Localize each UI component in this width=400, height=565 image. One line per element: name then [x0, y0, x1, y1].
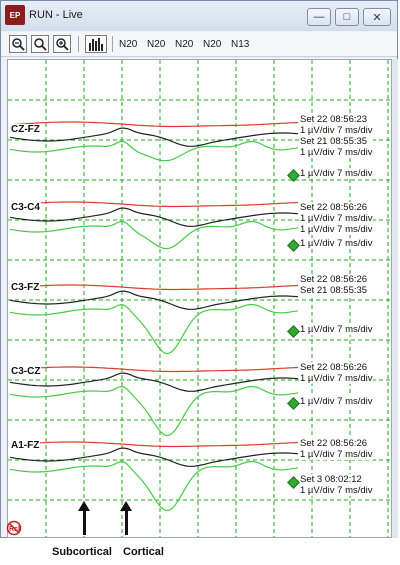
bar-chart-icon	[89, 38, 103, 51]
trace-scale: 1 µV/div 7 ms/div	[300, 168, 373, 179]
zoom-icon	[34, 38, 47, 51]
trace-scale: 1 µV/div 7 ms/div	[300, 396, 373, 407]
trace-info: Set 22 08:56:26 1 µV/div 7 ms/div	[300, 362, 373, 384]
trace-green	[9, 385, 299, 437]
vertical-scrollbar[interactable]	[392, 59, 398, 538]
trace-timestamp: Set 22 08:56:26	[300, 202, 368, 213]
trace-black	[9, 290, 299, 310]
trace-info: Set 3 08:02:12 1 µV/div 7 ms/div	[300, 474, 373, 496]
channel-label-a1-fz: A1-FZ	[10, 440, 41, 451]
histogram-button[interactable]	[85, 35, 107, 53]
trace-red	[9, 284, 299, 291]
marker-n20-3[interactable]: N20	[175, 39, 194, 50]
window-title: RUN - Live	[29, 9, 83, 21]
app-window: EP RUN - Live — □ ✕	[0, 0, 398, 538]
trace-green	[9, 460, 299, 512]
trace-scale: 1 µV/div 7 ms/div	[300, 324, 373, 335]
trace-red	[9, 121, 299, 128]
trace-timestamp: Set 21 08:55:35	[300, 285, 368, 296]
trace-scale: 1 µV/div 7 ms/div	[300, 485, 373, 496]
channel-label-c3-c4: C3-C4	[10, 202, 41, 213]
trace-scale: 1 µV/div 7 ms/div	[300, 147, 373, 158]
trace-scale: 1 µV/div 7 ms/div	[300, 125, 373, 136]
trace-timestamp: Set 22 08:56:26	[300, 274, 368, 285]
cortical-annotation: Cortical	[123, 546, 164, 558]
trace-red	[9, 441, 299, 448]
close-button[interactable]: ✕	[363, 8, 391, 26]
trace-scale: 1 µV/div 7 ms/div	[300, 213, 373, 224]
trace-black	[9, 447, 299, 467]
svg-text:Rcl: Rcl	[9, 526, 20, 533]
close-icon: ✕	[372, 11, 382, 24]
zoom-out-button[interactable]	[9, 35, 27, 53]
trace-scale: 1 µV/div 7 ms/div	[300, 449, 373, 460]
trace-black	[9, 127, 299, 147]
zoom-in-button[interactable]	[53, 35, 71, 53]
trace-red	[9, 201, 299, 208]
zoom-in-icon	[56, 38, 69, 51]
waveform-plot[interactable]: CZ-FZ C3-C4 C3-FZ C3-CZ A1-FZ Set 22 08:…	[7, 59, 392, 538]
trace-black	[9, 207, 299, 227]
trace-scale: 1 µV/div 7 ms/div	[300, 238, 373, 249]
toolbar: N20 N20 N20 N20 N13	[1, 32, 397, 57]
minimize-button[interactable]: —	[307, 8, 331, 26]
trace-info: Set 22 08:56:23 1 µV/div 7 ms/div Set 21…	[300, 114, 373, 158]
marker-n20-2[interactable]: N20	[147, 39, 166, 50]
toolbar-separator	[112, 36, 113, 52]
maximize-icon: □	[343, 11, 351, 23]
trace-timestamp: Set 22 08:56:23	[300, 114, 368, 125]
zoom-out-icon	[12, 38, 25, 51]
marker-n13[interactable]: N13	[231, 39, 250, 50]
trace-info: Set 22 08:56:26 Set 21 08:55:35	[300, 274, 368, 296]
trace-timestamp: Set 3 08:02:12	[300, 474, 362, 485]
trace-red	[9, 366, 299, 373]
title-bar: EP RUN - Live — □ ✕	[1, 1, 397, 31]
trace-green	[9, 140, 299, 162]
channel-label-c3-fz: C3-FZ	[10, 282, 41, 293]
subcortical-annotation: Subcortical	[52, 546, 112, 558]
trace-timestamp: Set 22 08:56:26	[300, 438, 368, 449]
trace-timestamp: Set 21 08:55:35	[300, 136, 368, 147]
recall-icon[interactable]: Rcl	[6, 520, 28, 536]
trace-black	[9, 372, 299, 392]
trace-timestamp: Set 22 08:56:26	[300, 362, 368, 373]
marker-n20-1[interactable]: N20	[119, 39, 138, 50]
maximize-button[interactable]: □	[335, 8, 359, 26]
trace-green	[9, 220, 299, 250]
channel-label-cz-fz: CZ-FZ	[10, 124, 41, 135]
zoom-button[interactable]	[31, 35, 49, 53]
app-icon: EP	[5, 5, 25, 25]
minimize-icon: —	[313, 11, 325, 23]
trace-scale: 1 µV/div 7 ms/div	[300, 373, 373, 384]
channel-label-c3-cz: C3-CZ	[10, 366, 42, 377]
trace-green	[9, 303, 299, 355]
toolbar-separator	[78, 36, 79, 52]
trace-info: Set 22 08:56:26 1 µV/div 7 ms/div 1 µV/d…	[300, 202, 373, 235]
trace-scale: 1 µV/div 7 ms/div	[300, 224, 373, 235]
trace-info: Set 22 08:56:26 1 µV/div 7 ms/div	[300, 438, 373, 460]
marker-n20-4[interactable]: N20	[203, 39, 222, 50]
